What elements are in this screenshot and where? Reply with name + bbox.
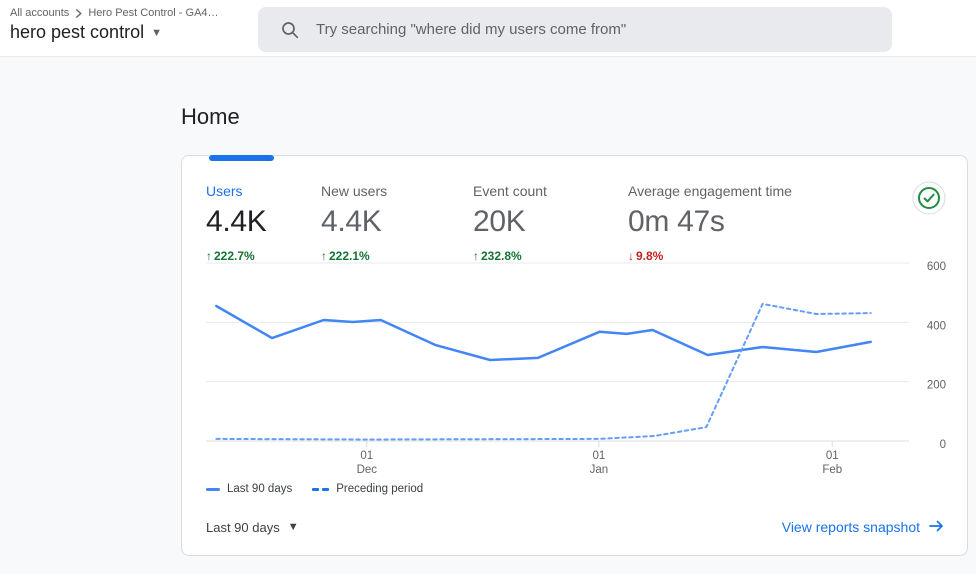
view-reports-snapshot-link[interactable]: View reports snapshot <box>782 518 945 537</box>
property-title: hero pest control <box>10 22 145 42</box>
svg-text:200: 200 <box>927 380 946 392</box>
metric-value: 4.4K <box>321 205 382 238</box>
metric-new-users[interactable]: New users 4.4K ↑ 222.1% <box>321 183 387 263</box>
chart-legend: Last 90 days Preceding period <box>206 483 423 495</box>
metric-value: 20K <box>473 205 526 238</box>
breadcrumb[interactable]: All accounts Hero Pest Control - GA4… <box>10 7 219 19</box>
svg-text:01: 01 <box>826 450 839 462</box>
top-header: All accounts Hero Pest Control - GA4… he… <box>0 0 976 57</box>
metric-label: New users <box>321 183 388 199</box>
home-overview-card: Users 4.4K ↑ 222.7% New users 4.4K ↑ 222… <box>181 155 968 556</box>
data-quality-check-icon[interactable] <box>912 181 946 215</box>
metric-event-count[interactable]: Event count 20K ↑ 232.8% <box>473 183 547 263</box>
overview-chart: 0 200 400 600 01 Dec 01 Jan 01 Feb <box>182 251 969 486</box>
svg-text:0: 0 <box>940 439 946 451</box>
metric-delta: ↑ 222.7% <box>206 249 255 263</box>
svg-text:600: 600 <box>927 261 946 273</box>
metric-delta: ↑ 222.1% <box>321 249 370 263</box>
active-metric-tab-indicator <box>209 155 274 161</box>
metric-label: Event count <box>473 183 547 199</box>
legend-solid-line-swatch <box>206 487 220 491</box>
svg-text:Jan: Jan <box>590 464 609 476</box>
dropdown-caret-icon: ▼ <box>151 26 162 39</box>
search-bar[interactable] <box>258 7 892 52</box>
metric-label: Average engagement time <box>628 183 792 199</box>
metric-label: Users <box>206 183 243 199</box>
account-block: All accounts Hero Pest Control - GA4… he… <box>10 7 219 43</box>
dropdown-caret-icon: ▼ <box>287 521 299 533</box>
arrow-up-icon: ↑ <box>321 249 327 263</box>
page-title: Home <box>181 104 240 129</box>
metric-avg-engagement-time[interactable]: Average engagement time 0m 47s ↓ 9.8% <box>628 183 792 263</box>
metric-value: 4.4K <box>206 205 267 238</box>
date-range-selector[interactable]: Last 90 days ▼ <box>206 519 299 535</box>
search-input[interactable] <box>316 21 856 38</box>
search-icon <box>280 20 300 40</box>
svg-text:Feb: Feb <box>822 464 842 476</box>
svg-text:01: 01 <box>360 450 373 462</box>
legend-label: Last 90 days <box>227 483 293 495</box>
property-switcher[interactable]: hero pest control ▼ <box>10 22 219 43</box>
metric-users[interactable]: Users 4.4K ↑ 222.7% <box>206 183 267 263</box>
breadcrumb-all-accounts[interactable]: All accounts <box>10 7 70 19</box>
arrow-down-icon: ↓ <box>628 249 634 263</box>
arrow-up-icon: ↑ <box>473 249 479 263</box>
legend-label: Preceding period <box>336 483 424 495</box>
metric-value: 0m 47s <box>628 205 725 238</box>
metric-delta: ↑ 232.8% <box>473 249 522 263</box>
card-footer: Last 90 days ▼ View reports snapshot <box>182 511 969 543</box>
svg-text:400: 400 <box>927 320 946 332</box>
arrow-right-icon <box>928 518 945 537</box>
svg-text:01: 01 <box>592 450 605 462</box>
legend-dashed-line-swatch <box>312 487 330 491</box>
breadcrumb-property[interactable]: Hero Pest Control - GA4… <box>88 7 219 19</box>
metric-delta: ↓ 9.8% <box>628 249 664 263</box>
chevron-right-icon <box>74 8 83 18</box>
svg-text:Dec: Dec <box>357 464 378 476</box>
arrow-up-icon: ↑ <box>206 249 212 263</box>
